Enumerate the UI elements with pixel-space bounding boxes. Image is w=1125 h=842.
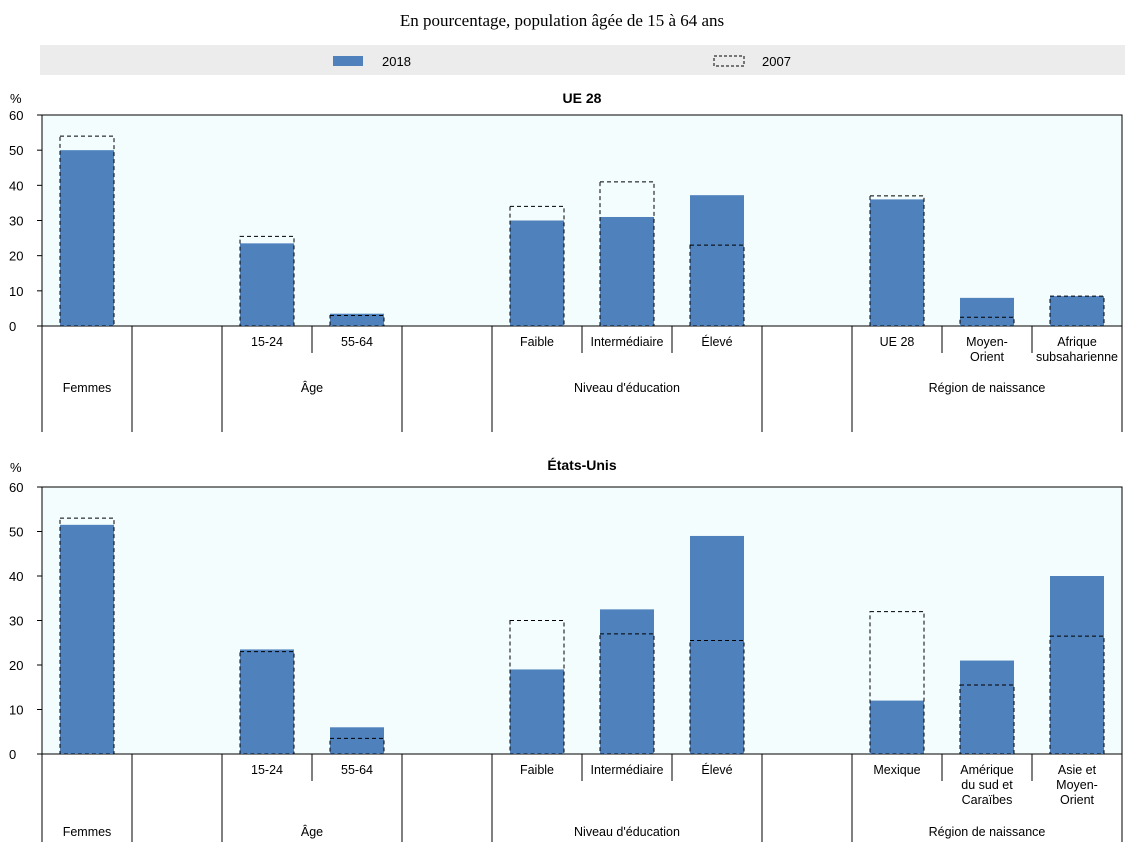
panel-eu28: UE 28% 0 10 20 30 40 50 60 15-24 55-64 Faible Inter… xyxy=(9,90,1123,432)
legend: 2018 2007 xyxy=(40,45,1125,75)
bar-2007 xyxy=(329,314,385,327)
bar-2007 xyxy=(239,651,295,755)
bar-2018 xyxy=(600,216,654,326)
panel-united-states: États-Unis% 0 10 20 30 40 50 60 15-24 55-64 Faible… xyxy=(9,457,1123,842)
y-tick-label: 60 xyxy=(9,480,23,495)
y-tick-label: 50 xyxy=(9,525,23,540)
y-tick-label: 0 xyxy=(9,319,16,334)
y-tick-label: 20 xyxy=(9,249,23,264)
bar-2018 xyxy=(330,727,384,754)
bar-2018 xyxy=(1050,576,1104,754)
plot-area xyxy=(41,486,1123,755)
bar-2018 xyxy=(330,313,384,326)
y-tick-label: 20 xyxy=(9,658,23,673)
group-label: Âge xyxy=(301,380,323,395)
category-label: 55-64 xyxy=(341,335,373,349)
bar-2018 xyxy=(60,524,114,754)
group-label: Femmes xyxy=(63,825,112,839)
category-label: Afrique subsaharienne xyxy=(1036,335,1118,364)
bar-2018 xyxy=(960,297,1014,326)
bar-2018 xyxy=(960,660,1014,754)
panel-title: UE 28 xyxy=(563,90,602,106)
y-axis-label: % xyxy=(10,91,22,106)
group-label: Niveau d'éducation xyxy=(574,825,680,839)
y-tick-label: 60 xyxy=(9,108,23,123)
bar-2018 xyxy=(240,649,294,754)
plot-area xyxy=(41,114,1123,327)
category-label: Mexique xyxy=(873,763,920,777)
category-label: Faible xyxy=(520,335,554,349)
chart-subtitle: En pourcentage, population âgée de 15 à … xyxy=(400,11,724,30)
group-label: Niveau d'éducation xyxy=(574,381,680,395)
legend-swatch-2007 xyxy=(713,55,745,67)
group-label: Région de naissance xyxy=(929,825,1046,839)
bar-2018 xyxy=(870,199,924,326)
legend-label-2018: 2018 xyxy=(382,54,411,69)
bar-2018 xyxy=(240,243,294,326)
y-tick-label: 40 xyxy=(9,569,23,584)
bar-2018 xyxy=(600,609,654,754)
category-label: 55-64 xyxy=(341,763,373,777)
bar-2018 xyxy=(870,700,924,754)
category-label: UE 28 xyxy=(880,335,915,349)
category-label: Asie et Moyen-Orient xyxy=(1056,763,1098,807)
bar-2018 xyxy=(690,535,744,754)
y-axis-label: % xyxy=(10,460,22,475)
bar-2007 xyxy=(869,195,925,327)
group-label: Femmes xyxy=(63,381,112,395)
y-tick-label: 40 xyxy=(9,178,23,193)
category-label: 15-24 xyxy=(251,763,283,777)
y-tick-label: 10 xyxy=(9,284,23,299)
bar-2007 xyxy=(689,244,745,327)
bar-2007 xyxy=(509,205,565,327)
bar-2018 xyxy=(690,195,744,326)
y-tick-label: 30 xyxy=(9,214,23,229)
bar-2018 xyxy=(510,669,564,754)
y-tick-label: 50 xyxy=(9,143,23,158)
category-label: Faible xyxy=(520,763,554,777)
legend-label-2007: 2007 xyxy=(762,54,791,69)
bar-2007 xyxy=(509,620,565,755)
bar-2007 xyxy=(59,517,115,755)
group-label: Région de naissance xyxy=(929,381,1046,395)
panel-title: États-Unis xyxy=(547,457,616,473)
category-label: Intermédiaire xyxy=(591,335,664,349)
bar-2007 xyxy=(959,316,1015,327)
category-label: Intermédiaire xyxy=(591,763,664,777)
bar-2018 xyxy=(60,150,114,326)
group-label: Âge xyxy=(301,824,323,839)
legend-background xyxy=(40,45,1125,75)
bar-2007 xyxy=(599,633,655,755)
category-label: Élevé xyxy=(701,762,732,777)
category-label: Élevé xyxy=(701,334,732,349)
bar-2018 xyxy=(510,220,564,326)
legend-swatch-2018 xyxy=(333,56,363,66)
category-label: Moyen-Orient xyxy=(966,335,1008,364)
bar-2007 xyxy=(239,235,295,327)
y-tick-label: 0 xyxy=(9,747,16,762)
y-tick-label: 30 xyxy=(9,614,23,629)
y-tick-label: 10 xyxy=(9,703,23,718)
bar-2007 xyxy=(599,181,655,327)
bar-2007 xyxy=(959,684,1015,755)
category-label: 15-24 xyxy=(251,335,283,349)
category-label: Amérique du sud et Caraïbes xyxy=(960,763,1014,807)
bar-2018 xyxy=(1050,296,1104,326)
bar-2007 xyxy=(1049,635,1105,755)
bar-2007 xyxy=(59,135,115,327)
